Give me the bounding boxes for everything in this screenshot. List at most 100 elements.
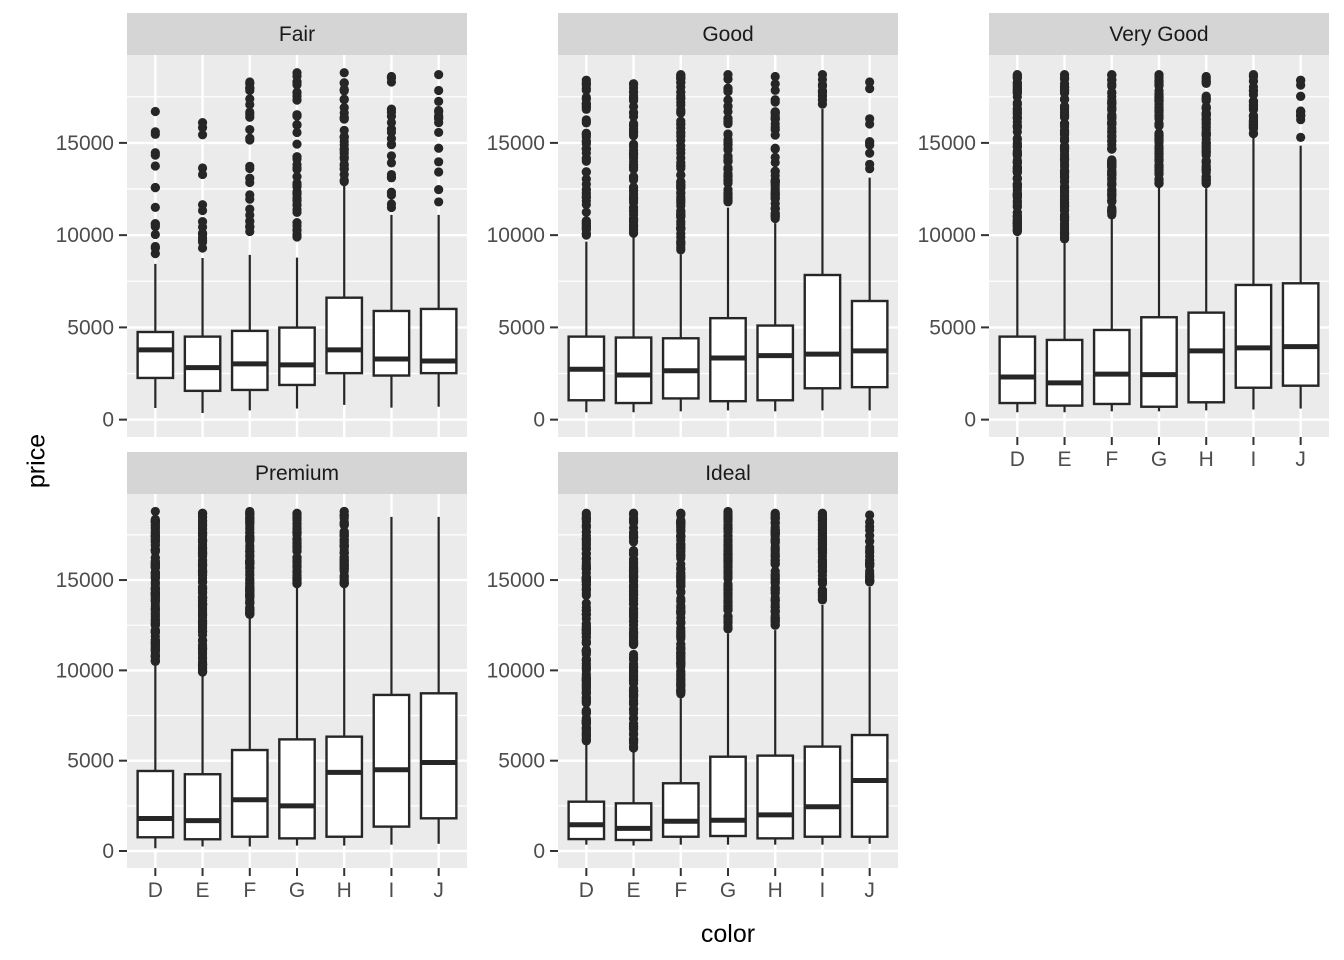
y-tick-label: 10000 bbox=[918, 224, 976, 247]
boxplot-good-E bbox=[614, 79, 653, 413]
boxplot-fair-E bbox=[183, 117, 222, 413]
outliers-good-F bbox=[676, 70, 686, 255]
outliers-premium-D bbox=[150, 506, 160, 666]
box-iqr bbox=[183, 773, 222, 841]
facet-strip-premium bbox=[127, 452, 467, 494]
facet-strip-fair bbox=[127, 13, 467, 55]
x-tick-label: D bbox=[1010, 448, 1025, 471]
y-tick-label: 15000 bbox=[487, 132, 545, 155]
outliers-very-good-D bbox=[1012, 70, 1022, 237]
x-tick-label: H bbox=[337, 879, 352, 902]
x-tick-label: E bbox=[627, 879, 641, 902]
y-tick-label: 0 bbox=[533, 840, 545, 863]
outliers-good-D bbox=[581, 75, 591, 240]
box-iqr bbox=[230, 329, 269, 392]
outliers-ideal-H bbox=[770, 508, 780, 630]
box-iqr bbox=[1281, 282, 1320, 387]
x-tick-label: J bbox=[864, 879, 875, 902]
boxplot-good-H bbox=[756, 71, 795, 412]
box-iqr bbox=[998, 335, 1037, 405]
box-iqr bbox=[419, 307, 458, 375]
box-iqr bbox=[614, 336, 653, 405]
boxplot-fair-D bbox=[136, 106, 175, 409]
boxplot-very-good-D bbox=[998, 70, 1037, 413]
boxplot-very-good-H bbox=[1187, 71, 1226, 411]
outliers-very-good-F bbox=[1107, 70, 1117, 220]
box-iqr bbox=[709, 755, 747, 838]
boxplot-good-J bbox=[850, 77, 889, 411]
y-tick-label: 0 bbox=[533, 409, 545, 432]
x-tick-label: G bbox=[720, 879, 736, 902]
x-tick-label: E bbox=[196, 879, 210, 902]
boxplot-good-D bbox=[567, 75, 606, 413]
outliers-premium-H bbox=[339, 506, 349, 589]
boxplot-premium-E bbox=[183, 508, 222, 847]
outliers-very-good-G bbox=[1154, 70, 1164, 189]
boxplot-ideal-E bbox=[614, 508, 653, 846]
box-iqr bbox=[230, 748, 269, 838]
y-axis-good: 0 5000 10000 15000 bbox=[487, 132, 558, 432]
boxplot-very-good-I bbox=[1234, 70, 1273, 410]
outliers-ideal-D bbox=[581, 508, 591, 746]
outliers-ideal-J bbox=[865, 510, 875, 587]
y-axis-very-good: 0 5000 10000 15000 bbox=[918, 132, 989, 432]
outliers-fair-J bbox=[434, 70, 444, 207]
outliers-good-G bbox=[723, 70, 733, 207]
y-axis-ideal: 0 5000 10000 15000 bbox=[487, 569, 558, 863]
y-tick-label: 10000 bbox=[56, 224, 114, 247]
y-axis-premium: 0 5000 10000 15000 bbox=[56, 569, 127, 863]
x-tick-label: G bbox=[289, 879, 305, 902]
facet-strip-label-very-good: Very Good bbox=[1109, 23, 1208, 46]
outliers-fair-D bbox=[150, 106, 160, 259]
boxplot-premium-H bbox=[325, 506, 364, 846]
y-tick-label: 10000 bbox=[487, 224, 545, 247]
outliers-ideal-G bbox=[723, 506, 733, 634]
facet-strip-very-good bbox=[989, 13, 1329, 55]
facet-good: Good 0 5000 10000 15000 bbox=[487, 13, 898, 437]
y-tick-label: 0 bbox=[964, 409, 976, 432]
outliers-good-E bbox=[628, 79, 639, 238]
boxplot-premium-D bbox=[136, 506, 175, 849]
boxplot-very-good-F bbox=[1092, 70, 1131, 412]
x-tick-label: F bbox=[1105, 448, 1118, 471]
facet-ideal: Ideal 0 5000 10000 15000 D E F G H I J bbox=[487, 452, 898, 902]
box-iqr bbox=[136, 330, 175, 380]
y-tick-label: 10000 bbox=[56, 659, 114, 682]
boxplot-very-good-J bbox=[1281, 75, 1320, 409]
outliers-fair-G bbox=[292, 68, 302, 242]
boxplot-very-good-G bbox=[1140, 70, 1178, 412]
x-axis-premium: D E F G H I J bbox=[148, 868, 444, 902]
boxplot-ideal-D bbox=[567, 508, 606, 845]
facet-fair: Fair 0 5000 10000 15000 bbox=[56, 13, 467, 437]
outliers-very-good-H bbox=[1201, 71, 1211, 189]
outliers-fair-H bbox=[339, 68, 349, 187]
x-tick-label: D bbox=[148, 879, 163, 902]
boxplot-premium-J bbox=[419, 516, 458, 844]
boxplot-premium-I bbox=[372, 516, 411, 845]
box-iqr bbox=[372, 693, 411, 828]
y-tick-label: 0 bbox=[102, 840, 114, 863]
boxplot-fair-I bbox=[372, 71, 411, 408]
x-tick-label: H bbox=[768, 879, 783, 902]
x-tick-label: I bbox=[1251, 448, 1257, 471]
y-axis-title: price bbox=[22, 433, 51, 489]
box-iqr bbox=[419, 692, 458, 820]
x-axis-ideal: D E F G H I J bbox=[579, 868, 875, 902]
facet-very-good: Very Good 0 5000 10000 15000 D E F G H I J bbox=[918, 13, 1329, 471]
x-axis-title: color bbox=[700, 920, 756, 948]
x-tick-label: E bbox=[1058, 448, 1072, 471]
x-tick-label: F bbox=[243, 879, 256, 902]
box-iqr bbox=[1092, 328, 1131, 406]
outliers-very-good-I bbox=[1248, 70, 1259, 139]
y-tick-label: 10000 bbox=[487, 659, 545, 682]
facet-strip-label-fair: Fair bbox=[279, 23, 315, 46]
x-tick-label: I bbox=[389, 879, 395, 902]
box-iqr bbox=[1140, 316, 1178, 408]
boxplot-fair-G bbox=[278, 68, 316, 409]
boxplot-fair-H bbox=[325, 68, 364, 405]
box-iqr bbox=[803, 745, 842, 838]
box-iqr bbox=[278, 738, 316, 840]
x-tick-label: D bbox=[579, 879, 594, 902]
x-tick-label: I bbox=[820, 879, 826, 902]
facet-strip-good bbox=[558, 13, 898, 55]
